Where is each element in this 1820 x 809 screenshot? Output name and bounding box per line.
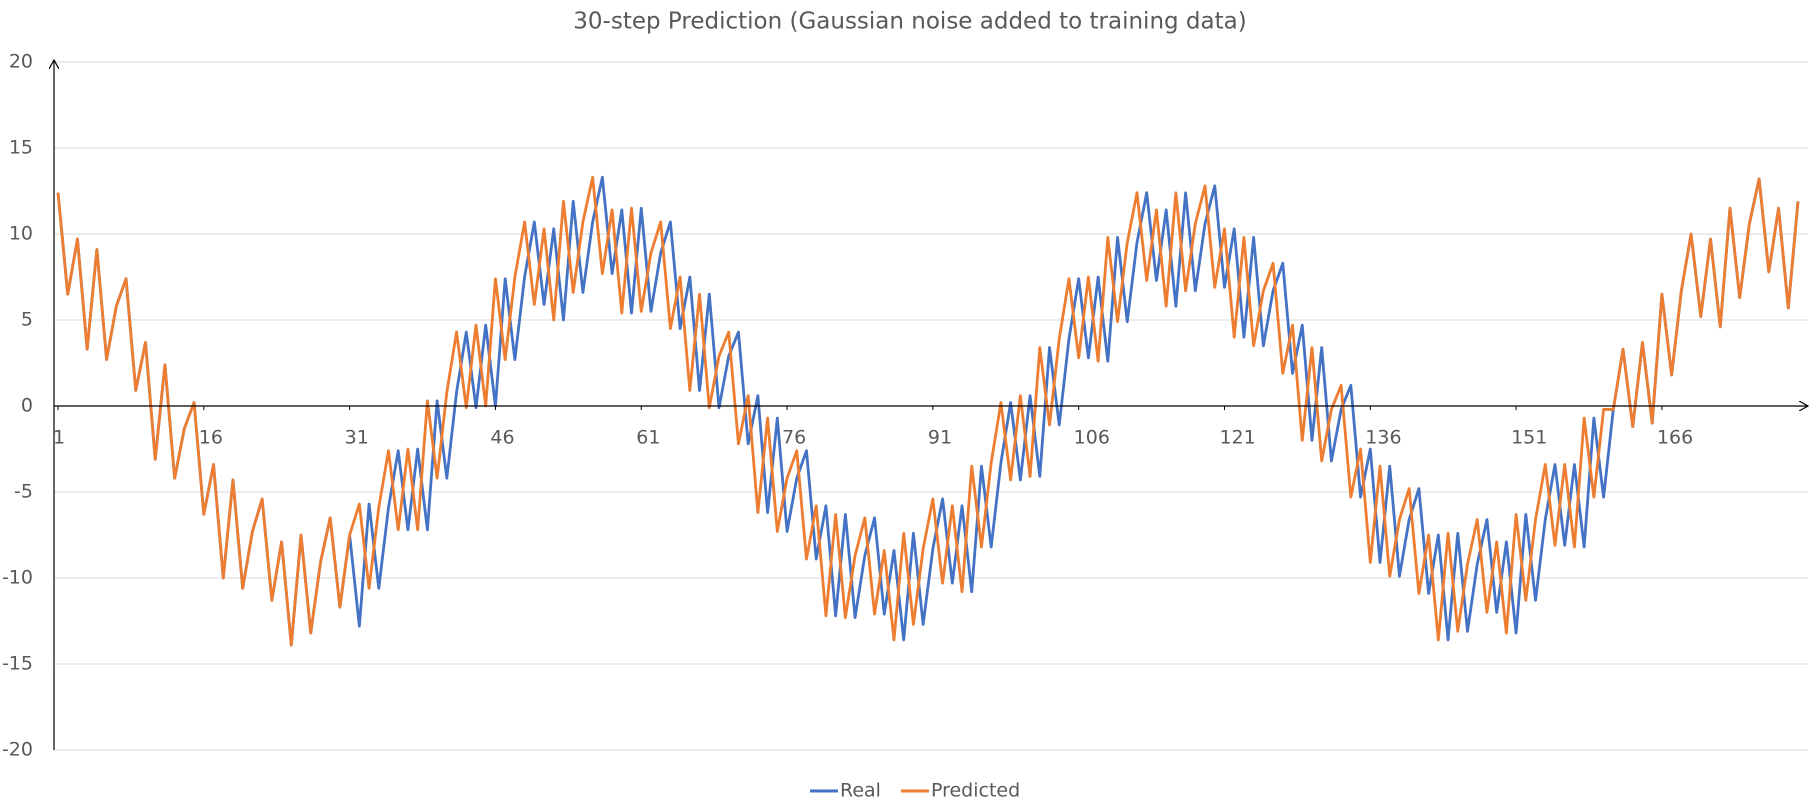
x-tick-label: 91 — [928, 427, 952, 449]
y-tick-label: -5 — [14, 481, 33, 503]
x-tick-label: 151 — [1511, 427, 1547, 449]
y-tick-label: 20 — [9, 51, 33, 73]
x-tick-label: 136 — [1365, 427, 1401, 449]
legend-label: Real — [840, 780, 881, 802]
axes: -20 -15 -10 -5 0 5 10 15 20 1 16 31 46 61 76 91 106 121 13… — [2, 51, 1808, 761]
y-tick-label: 5 — [21, 309, 33, 331]
x-tick-label: 106 — [1074, 427, 1110, 449]
x-tick-label: 16 — [199, 427, 223, 449]
y-tick-label: 15 — [9, 137, 33, 159]
series-line — [56, 175, 1800, 647]
plot-area — [56, 175, 1800, 647]
y-tick-label: -20 — [2, 739, 33, 761]
x-tick-label: 166 — [1657, 427, 1693, 449]
y-tick-label: -15 — [2, 653, 33, 675]
legend: Real Predicted — [810, 780, 1020, 802]
x-tick-label: 31 — [345, 427, 369, 449]
x-tick-label: 46 — [490, 427, 514, 449]
y-tick-label: -10 — [2, 567, 33, 589]
chart-title: 30-step Prediction (Gaussian noise added… — [573, 9, 1246, 35]
y-tick-label: 10 — [9, 223, 33, 245]
x-tick-label: 1 — [53, 427, 65, 449]
y-tick-label: 0 — [21, 395, 33, 417]
legend-label: Predicted — [931, 780, 1020, 802]
x-tick-label: 61 — [636, 427, 660, 449]
x-tick-label: 121 — [1219, 427, 1255, 449]
x-tick-label: 76 — [782, 427, 806, 449]
